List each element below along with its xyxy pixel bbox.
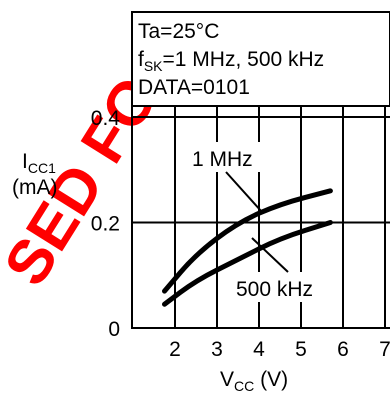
x-tick-label-3: 3: [211, 338, 223, 361]
y-tick-label-0.2: 0.2: [91, 213, 120, 236]
x-tick-label-5: 5: [295, 338, 307, 361]
label-box-500khz: [232, 272, 336, 302]
condition-frequency-value: =1 MHz, 500 kHz: [163, 48, 325, 71]
condition-frequency-sub: SK: [144, 58, 163, 74]
x-axis-label-sub: CC: [234, 378, 254, 394]
y-axis-unit: (mA): [12, 176, 58, 199]
condition-frequency: fSK=1 MHz, 500 kHz: [138, 48, 324, 74]
series-group: [162, 188, 333, 307]
y-axis-label-sub: CC1: [28, 160, 56, 176]
series-label-1mhz: 1 MHz: [192, 148, 253, 171]
x-tick-label-4: 4: [253, 338, 265, 361]
x-axis-label-unit: (V): [254, 368, 288, 391]
axis-ticks: 2 3 4 5 6 7 0 0.2 0.4: [91, 107, 390, 361]
x-axis-label: VCC (V): [220, 368, 288, 394]
series-line-500khz: [162, 220, 333, 307]
y-tick-label-0: 0: [108, 318, 120, 341]
conditions-box: [131, 11, 390, 107]
series-line-1mhz: [162, 188, 333, 294]
series-label-500khz: 500 kHz: [236, 278, 313, 301]
label-box-1mhz: [186, 142, 276, 172]
condition-temperature: Ta=25°C: [138, 20, 219, 43]
leader-1mhz: [225, 171, 263, 213]
x-tick-label-6: 6: [337, 338, 349, 361]
condition-data: DATA=0101: [138, 76, 250, 99]
y-axis-label: ICC1: [22, 150, 56, 176]
x-tick-label-7: 7: [379, 338, 390, 361]
leader-500khz: [251, 237, 289, 273]
x-tick-label-2: 2: [169, 338, 181, 361]
y-tick-label-0.4: 0.4: [91, 107, 121, 130]
